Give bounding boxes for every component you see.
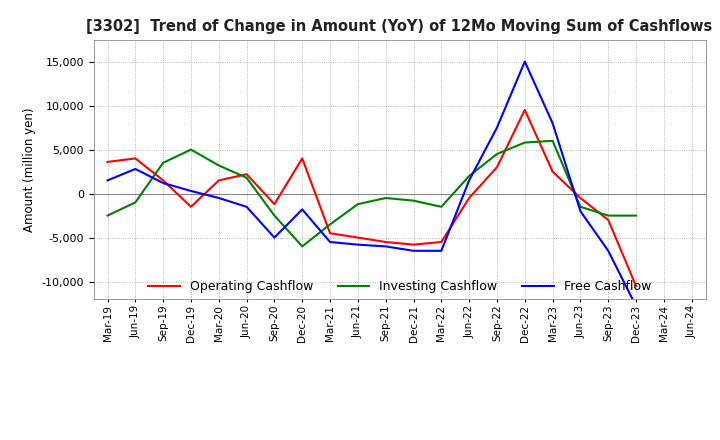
Operating Cashflow xyxy=(242,172,251,177)
Free Cashflow xyxy=(576,209,585,214)
Operating Cashflow xyxy=(437,239,446,245)
Free Cashflow xyxy=(604,248,613,253)
Operating Cashflow xyxy=(382,239,390,245)
Operating Cashflow xyxy=(521,107,529,113)
Operating Cashflow xyxy=(103,159,112,165)
Free Cashflow xyxy=(492,125,501,130)
Free Cashflow xyxy=(103,178,112,183)
Investing Cashflow xyxy=(270,213,279,218)
Free Cashflow xyxy=(631,304,640,309)
Investing Cashflow xyxy=(576,204,585,209)
Line: Free Cashflow: Free Cashflow xyxy=(107,62,636,306)
Operating Cashflow xyxy=(549,169,557,174)
Operating Cashflow xyxy=(215,178,223,183)
Investing Cashflow xyxy=(159,160,168,165)
Free Cashflow xyxy=(465,178,474,183)
Investing Cashflow xyxy=(465,173,474,179)
Free Cashflow xyxy=(215,195,223,201)
Investing Cashflow xyxy=(242,175,251,180)
Free Cashflow xyxy=(382,244,390,249)
Investing Cashflow xyxy=(186,147,195,152)
Free Cashflow xyxy=(242,204,251,209)
Free Cashflow xyxy=(325,239,334,245)
Investing Cashflow xyxy=(437,204,446,209)
Investing Cashflow xyxy=(549,138,557,143)
Operating Cashflow xyxy=(604,217,613,223)
Operating Cashflow xyxy=(409,242,418,247)
Free Cashflow xyxy=(549,121,557,126)
Investing Cashflow xyxy=(631,213,640,218)
Investing Cashflow xyxy=(215,163,223,168)
Free Cashflow xyxy=(354,242,362,247)
Investing Cashflow xyxy=(604,213,613,218)
Operating Cashflow xyxy=(631,283,640,289)
Free Cashflow xyxy=(298,207,307,212)
Operating Cashflow xyxy=(270,202,279,207)
Investing Cashflow xyxy=(354,202,362,207)
Title: [3302]  Trend of Change in Amount (YoY) of 12Mo Moving Sum of Cashflows: [3302] Trend of Change in Amount (YoY) o… xyxy=(86,19,713,34)
Line: Operating Cashflow: Operating Cashflow xyxy=(107,110,636,286)
Free Cashflow xyxy=(131,166,140,172)
Investing Cashflow xyxy=(409,198,418,203)
Free Cashflow xyxy=(159,180,168,186)
Operating Cashflow xyxy=(354,235,362,240)
Investing Cashflow xyxy=(492,151,501,157)
Operating Cashflow xyxy=(492,165,501,170)
Free Cashflow xyxy=(270,235,279,240)
Free Cashflow xyxy=(437,248,446,253)
Y-axis label: Amount (million yen): Amount (million yen) xyxy=(23,107,36,231)
Free Cashflow xyxy=(186,188,195,194)
Operating Cashflow xyxy=(576,195,585,201)
Line: Investing Cashflow: Investing Cashflow xyxy=(107,141,636,246)
Operating Cashflow xyxy=(186,204,195,209)
Free Cashflow xyxy=(409,248,418,253)
Investing Cashflow xyxy=(382,195,390,201)
Operating Cashflow xyxy=(131,156,140,161)
Investing Cashflow xyxy=(298,244,307,249)
Investing Cashflow xyxy=(521,140,529,145)
Operating Cashflow xyxy=(465,195,474,201)
Investing Cashflow xyxy=(325,222,334,227)
Free Cashflow xyxy=(521,59,529,64)
Investing Cashflow xyxy=(131,200,140,205)
Operating Cashflow xyxy=(325,231,334,236)
Operating Cashflow xyxy=(159,178,168,183)
Operating Cashflow xyxy=(298,156,307,161)
Legend: Operating Cashflow, Investing Cashflow, Free Cashflow: Operating Cashflow, Investing Cashflow, … xyxy=(143,275,656,298)
Investing Cashflow xyxy=(103,213,112,218)
